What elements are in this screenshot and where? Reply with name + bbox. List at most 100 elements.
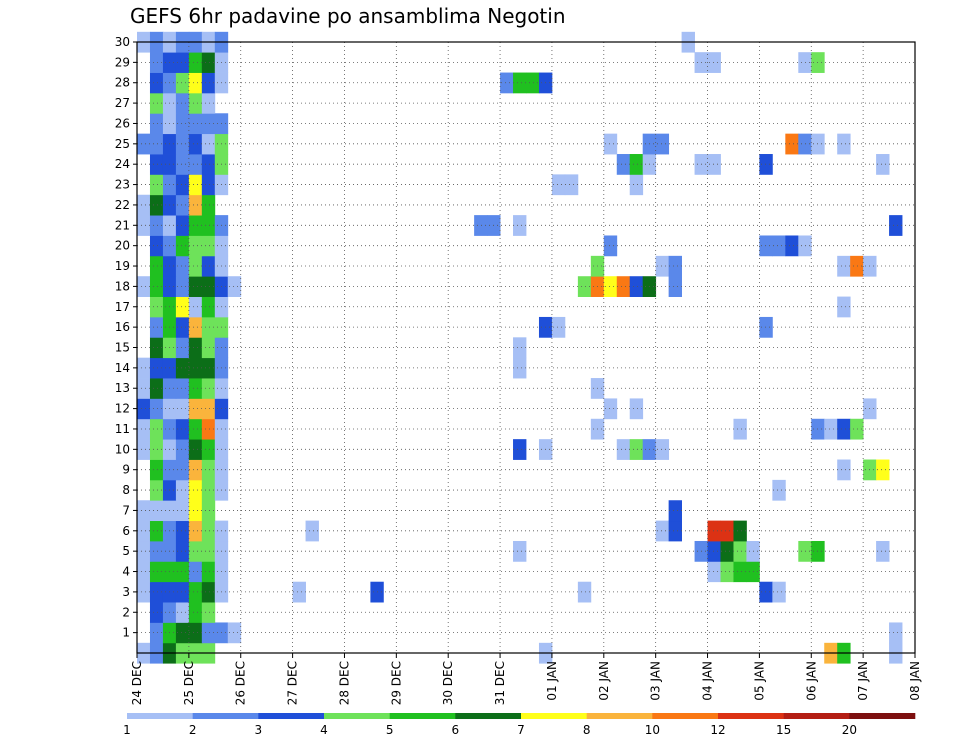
x-tick-label: 31 DEC xyxy=(493,661,507,705)
heatmap-cell xyxy=(668,500,682,522)
heatmap-cell xyxy=(188,92,203,114)
heatmap-cell xyxy=(175,174,190,196)
heatmap-cell xyxy=(668,520,682,542)
y-tick-label: 13 xyxy=(115,381,130,395)
heatmap-cell xyxy=(201,52,216,73)
y-tick-label: 2 xyxy=(122,605,130,619)
heatmap-cell xyxy=(149,439,164,460)
heatmap-cell xyxy=(733,540,747,562)
heatmap-cell xyxy=(188,540,203,562)
heatmap-cell xyxy=(149,215,164,236)
y-tick-label: 1 xyxy=(122,626,130,640)
heatmap-cell xyxy=(175,194,190,216)
heatmap-cell xyxy=(564,174,579,196)
heatmap-cell xyxy=(603,235,618,257)
x-tick-label: 01 JAN xyxy=(545,661,559,701)
y-tick-label: 19 xyxy=(115,259,130,273)
heatmap-cell xyxy=(137,398,151,420)
heatmap-cell xyxy=(201,133,216,155)
heatmap-cell xyxy=(175,439,190,460)
heatmap-cell xyxy=(305,520,319,542)
heatmap-cell xyxy=(149,418,164,440)
heatmap-cell xyxy=(175,602,190,623)
legend-color-swatch xyxy=(192,713,259,719)
heatmap-cell xyxy=(149,72,164,94)
y-tick-label: 21 xyxy=(115,218,130,232)
legend-color-swatch xyxy=(455,713,522,719)
heatmap-cell xyxy=(188,378,203,399)
legend-color-swatch xyxy=(586,713,653,719)
heatmap-cell xyxy=(175,296,190,318)
heatmap-cell xyxy=(188,357,203,379)
x-tick-label: 30 DEC xyxy=(441,661,455,705)
legend-color-swatch xyxy=(127,713,193,719)
y-tick-label: 10 xyxy=(115,442,130,456)
y-tick-label: 11 xyxy=(115,422,130,436)
heatmap-cell xyxy=(629,276,644,297)
heatmap-cell xyxy=(201,337,216,359)
heatmap-cell xyxy=(188,133,203,155)
heatmap-cell xyxy=(188,520,203,542)
heatmap-cell xyxy=(149,581,164,603)
heatmap-cell xyxy=(629,154,644,175)
legend-color-swatch xyxy=(783,713,850,719)
heatmap-cell xyxy=(149,398,164,420)
heatmap-cell xyxy=(175,459,190,481)
x-tick-label: 08 JAN xyxy=(908,661,922,701)
x-tick-label: 29 DEC xyxy=(389,661,403,705)
heatmap-cell xyxy=(188,418,203,440)
heatmap-cell xyxy=(175,561,190,583)
heatmap-cell xyxy=(175,622,190,644)
heatmap-cell xyxy=(201,561,216,583)
heatmap-cell xyxy=(720,561,734,583)
heatmap-cell xyxy=(175,215,190,236)
heatmap-cell xyxy=(137,439,151,460)
heatmap-cell xyxy=(707,520,721,542)
heatmap-cell xyxy=(201,194,216,216)
heatmap-cell xyxy=(188,581,203,603)
heatmap-cell xyxy=(201,357,216,379)
heatmap-cell xyxy=(733,418,747,440)
x-tick-label: 07 JAN xyxy=(856,661,870,701)
y-tick-label: 17 xyxy=(115,300,130,314)
heatmap-cell xyxy=(175,581,190,603)
heatmap-cell xyxy=(876,154,890,175)
heatmap-cell xyxy=(149,337,164,359)
heatmap-cell xyxy=(616,439,631,460)
heatmap-cell xyxy=(837,255,851,277)
heatmap-cell xyxy=(149,378,164,399)
heatmap-cell xyxy=(149,235,164,257)
heatmap-cell xyxy=(137,133,151,155)
heatmap-cell xyxy=(837,296,851,318)
x-tick-label: 03 JAN xyxy=(649,661,663,701)
heatmap-cell xyxy=(201,418,216,440)
heatmap-cell xyxy=(137,500,151,522)
heatmap-cell xyxy=(137,276,151,297)
heatmap-cell xyxy=(149,561,164,583)
heatmap-cell xyxy=(876,540,890,562)
heatmap-cell xyxy=(201,72,216,94)
heatmap-cell xyxy=(175,113,190,135)
heatmap-cell xyxy=(175,540,190,562)
heatmap-cell xyxy=(201,316,216,338)
heatmap-cell xyxy=(201,479,216,501)
heatmap-cell xyxy=(188,561,203,583)
heatmap-cell xyxy=(149,296,164,318)
x-tick-label: 28 DEC xyxy=(337,661,351,705)
heatmap-cell xyxy=(175,255,190,277)
heatmap-cell xyxy=(201,398,216,420)
heatmap-cell xyxy=(175,520,190,542)
heatmap-cell xyxy=(201,92,216,114)
heatmap-cell xyxy=(175,418,190,440)
heatmap-cell xyxy=(149,154,164,175)
heatmap-cell xyxy=(889,215,903,236)
heatmap-cell xyxy=(175,479,190,501)
heatmap-cell xyxy=(616,154,631,175)
heatmap-cell xyxy=(188,439,203,460)
x-tick-label: 02 JAN xyxy=(597,661,611,701)
heatmap-cell xyxy=(188,154,203,175)
heatmap-cell xyxy=(655,520,670,542)
heatmap-cell xyxy=(188,276,203,297)
legend-label: 12 xyxy=(710,723,725,737)
heatmap-cell xyxy=(188,72,203,94)
